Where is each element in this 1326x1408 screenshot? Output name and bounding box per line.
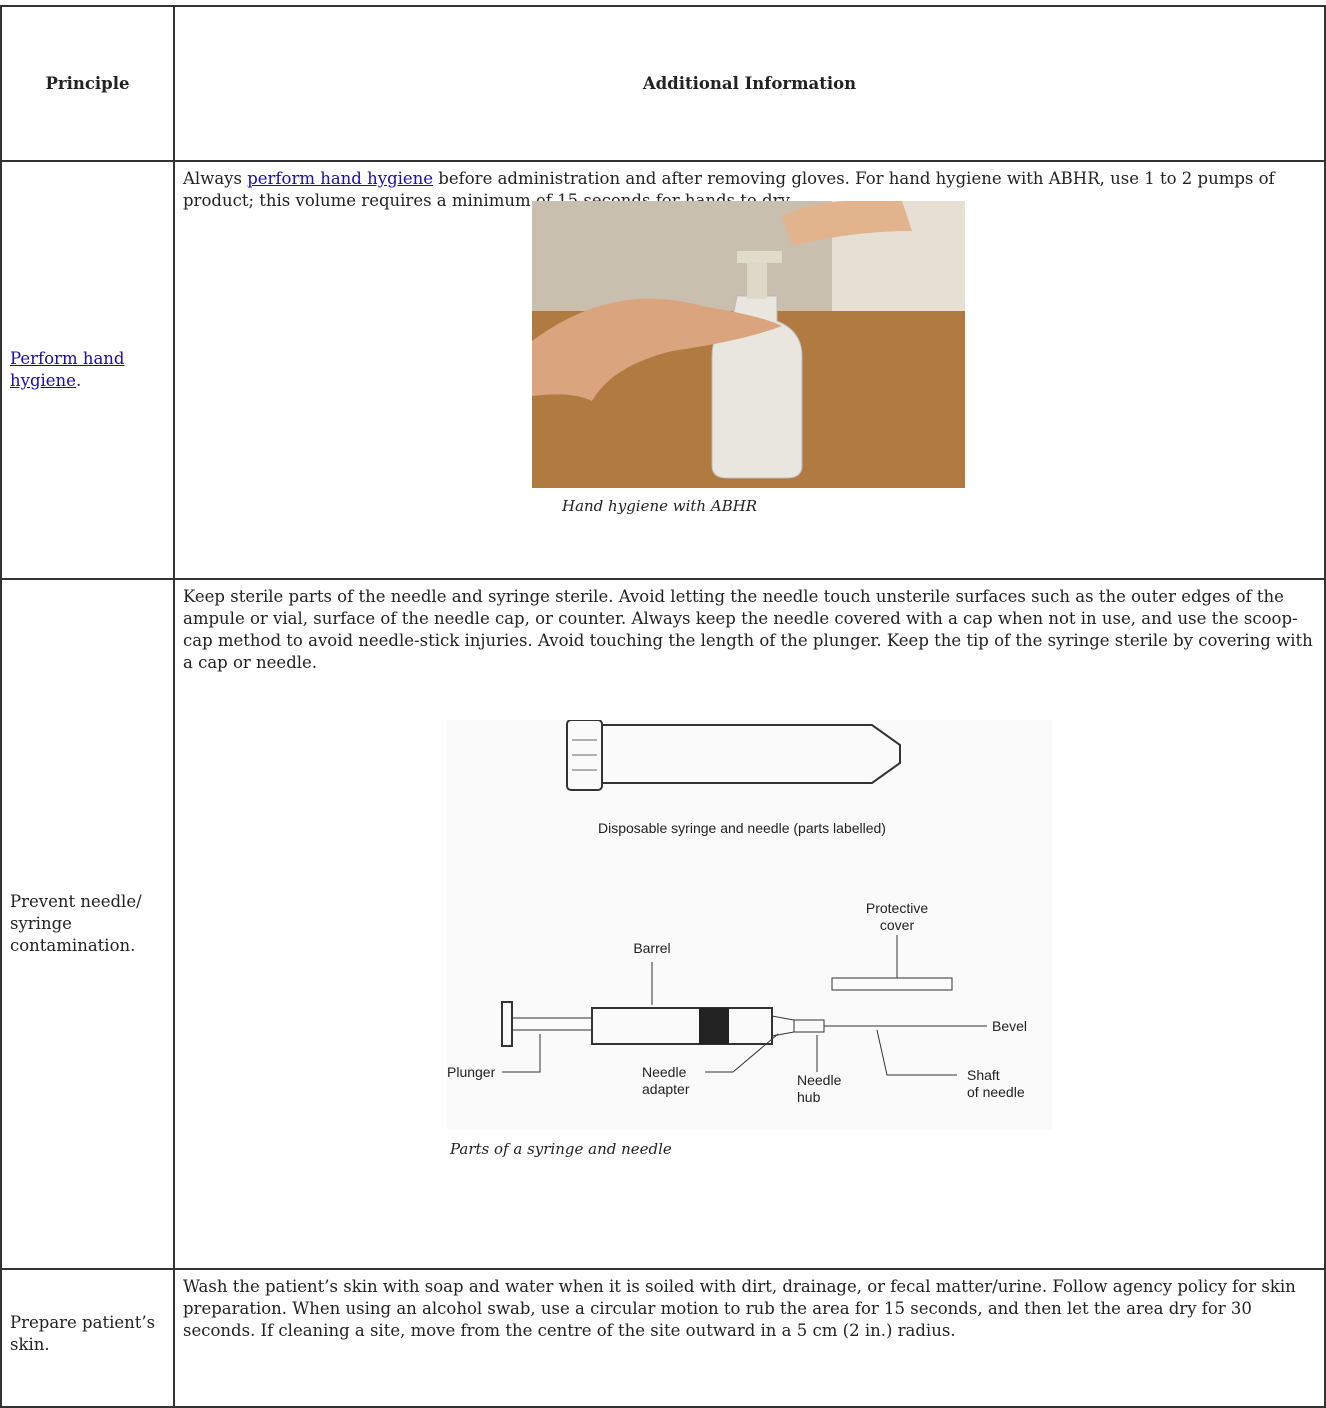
caption: Parts of a syringe and needle <box>450 1140 672 1158</box>
header-cell: Principle <box>0 5 175 162</box>
info-cell: Wash the patient’s skin with soap and wa… <box>173 1268 1326 1408</box>
principle-cell: Prevent needle/ syringe contamination. <box>0 578 175 1270</box>
diagram-label: Needle <box>797 1072 842 1088</box>
principle-cell: Prepare patient’s skin. <box>0 1268 175 1408</box>
diagram-label: cover <box>880 917 915 933</box>
diagram-label: adapter <box>642 1081 690 1097</box>
text: . <box>75 371 82 390</box>
diagram-label: Barrel <box>633 940 670 956</box>
principle-text: Perform hand hygiene. <box>10 348 165 392</box>
diagram-label: of needle <box>967 1084 1025 1100</box>
header-text: Additional Information <box>642 73 857 93</box>
caption: Hand hygiene with ABHR <box>562 497 758 515</box>
info-text: Wash the patient’s skin with soap and wa… <box>183 1277 1296 1340</box>
info-cell: Always perform hand hygiene before admin… <box>173 160 1326 580</box>
header-cell: Additional Information <box>173 5 1326 162</box>
diagram-title: Disposable syringe and needle (parts lab… <box>598 820 886 836</box>
text: Always <box>183 169 248 188</box>
info-cell: Keep sterile parts of the needle and syr… <box>173 578 1326 1270</box>
diagram-label: hub <box>797 1089 821 1105</box>
photo <box>532 201 965 488</box>
syringe-diagram: Disposable syringe and needle (parts lab… <box>447 720 1052 1130</box>
diagram-label: Bevel <box>992 1018 1027 1034</box>
principle-text: Prevent needle/ syringe contamination. <box>10 892 142 955</box>
principle-text: Prepare patient’s skin. <box>10 1313 156 1354</box>
header-text: Principle <box>45 73 130 93</box>
diagram-label: Shaft <box>967 1067 1000 1083</box>
diagram-label: Plunger <box>447 1064 496 1080</box>
link[interactable]: Perform hand hygiene <box>10 349 125 390</box>
info-text: Keep sterile parts of the needle and syr… <box>183 587 1313 672</box>
diagram-label: Needle <box>642 1064 687 1080</box>
principle-cell: Perform hand hygiene. <box>0 160 175 580</box>
diagram-label: Protective <box>866 900 928 916</box>
link[interactable]: perform hand hygiene <box>247 169 434 188</box>
